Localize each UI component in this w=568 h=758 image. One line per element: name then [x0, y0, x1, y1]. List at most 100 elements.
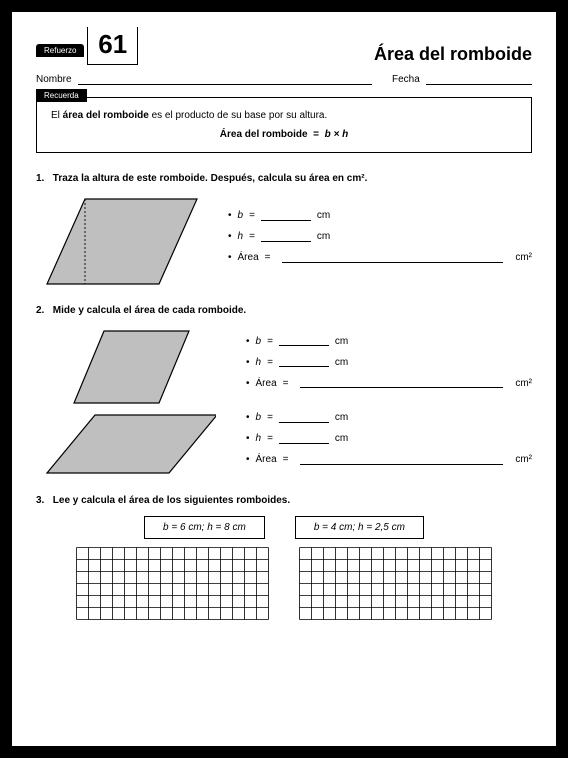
- worksheet-number: 61: [98, 29, 127, 59]
- q3-text: Lee y calcula el área de los siguientes …: [53, 495, 290, 506]
- area-label: Área: [256, 378, 277, 389]
- refuerzo-tab: Refuerzo: [36, 44, 84, 57]
- b-label: b: [256, 412, 262, 423]
- number-block: Refuerzo 61: [36, 27, 138, 65]
- unit-cm: cm: [317, 231, 330, 242]
- q2a-parallelogram: [73, 330, 190, 404]
- unit-cm: cm: [317, 210, 330, 221]
- q2-title: 2. Mide y calcula el área de cada romboi…: [36, 305, 532, 316]
- bullet-icon: •: [246, 357, 250, 368]
- unit-cm: cm: [335, 412, 348, 423]
- q2a-area-blank[interactable]: [300, 378, 503, 388]
- page-title: Área del romboide: [374, 44, 532, 65]
- eq: =: [267, 412, 273, 423]
- h-label: h: [256, 357, 262, 368]
- unit-cm2: cm²: [515, 454, 532, 465]
- question-3: 3. Lee y calcula el área de los siguient…: [36, 495, 532, 620]
- q2a-h-blank[interactable]: [279, 357, 329, 367]
- q3-title: 3. Lee y calcula el área de los siguient…: [36, 495, 532, 506]
- q2a-fields: • b = cm • h = cm • Área =: [246, 336, 532, 399]
- q2b-area-row: • Área = cm²: [246, 454, 532, 465]
- recuerda-pre: El: [51, 110, 63, 121]
- q3-box-b-text: b = 4 cm; h = 2,5 cm: [314, 522, 405, 533]
- q3-box-a-text: b = 6 cm; h = 8 cm: [163, 522, 246, 533]
- q1-b-blank[interactable]: [261, 211, 311, 221]
- formula-eq: =: [313, 129, 319, 140]
- area-label: Área: [256, 454, 277, 465]
- recuerda-tab: Recuerda: [36, 89, 87, 102]
- b-label: b: [256, 336, 262, 347]
- recuerda-box: Recuerda El área del romboide es el prod…: [36, 97, 532, 153]
- q2a-area-row: • Área = cm²: [246, 378, 532, 389]
- bullet-icon: •: [246, 336, 250, 347]
- bullet-icon: •: [246, 412, 250, 423]
- eq: =: [265, 252, 271, 263]
- bullet-icon: •: [246, 378, 250, 389]
- bullet-icon: •: [246, 454, 250, 465]
- eq: =: [249, 210, 255, 221]
- q2b-fields: • b = cm • h = cm • Área =: [246, 412, 532, 475]
- q1-row: • b = cm • h = cm • Área =: [36, 198, 532, 285]
- q2b-b-blank[interactable]: [279, 413, 329, 423]
- eq: =: [283, 378, 289, 389]
- name-label: Nombre: [36, 74, 72, 85]
- question-2: 2. Mide y calcula el área de cada romboi…: [36, 305, 532, 475]
- q3-num: 3.: [36, 495, 50, 506]
- q2b-h-blank[interactable]: [279, 434, 329, 444]
- unit-cm: cm: [335, 357, 348, 368]
- date-field: Fecha: [392, 73, 532, 85]
- q1-area-blank[interactable]: [282, 253, 503, 263]
- formula-label: Área del romboide: [220, 129, 308, 140]
- q2b-h-row: • h = cm: [246, 433, 532, 444]
- q2b-b-row: • b = cm: [246, 412, 532, 423]
- q1-num: 1.: [36, 173, 50, 184]
- eq: =: [267, 336, 273, 347]
- q2b-shape-wrap: [46, 414, 216, 474]
- eq: =: [249, 231, 255, 242]
- recuerda-text: El área del romboide es el producto de s…: [51, 110, 517, 121]
- recuerda-post: es el producto de su base por su altura.: [149, 110, 327, 121]
- eq: =: [283, 454, 289, 465]
- q1-h-row: • h = cm: [228, 231, 532, 242]
- q1-h-blank[interactable]: [261, 232, 311, 242]
- q3-box-b: b = 4 cm; h = 2,5 cm: [295, 516, 424, 539]
- b-label: b: [238, 210, 244, 221]
- q3-grid-a[interactable]: [76, 547, 269, 620]
- q2-row-a: • b = cm • h = cm • Área =: [36, 330, 532, 404]
- name-field: Nombre: [36, 73, 372, 85]
- eq: =: [267, 433, 273, 444]
- q3-box-a: b = 6 cm; h = 8 cm: [144, 516, 265, 539]
- q3-grid-b[interactable]: [299, 547, 492, 620]
- q3-boxes: b = 6 cm; h = 8 cm b = 4 cm; h = 2,5 cm: [36, 516, 532, 539]
- number-box: 61: [87, 27, 138, 65]
- bullet-icon: •: [246, 433, 250, 444]
- q2-text: Mide y calcula el área de cada romboide.: [53, 305, 246, 316]
- name-date-row: Nombre Fecha: [36, 73, 532, 85]
- date-label: Fecha: [392, 74, 420, 85]
- area-label: Área: [238, 252, 259, 263]
- q2a-b-blank[interactable]: [279, 336, 329, 346]
- recuerda-formula: Área del romboide = b × h: [51, 129, 517, 140]
- q2b-parallelogram: [46, 414, 216, 474]
- unit-cm: cm: [335, 433, 348, 444]
- question-1: 1. Traza la altura de este romboide. Des…: [36, 173, 532, 285]
- bullet-icon: •: [228, 252, 232, 263]
- q2-row-b: • b = cm • h = cm • Área =: [36, 412, 532, 475]
- q2-num: 2.: [36, 305, 50, 316]
- header: Refuerzo 61 Área del romboide: [36, 26, 532, 65]
- q2a-b-row: • b = cm: [246, 336, 532, 347]
- formula-expr: b × h: [325, 129, 349, 140]
- q3-grids: [36, 547, 532, 620]
- bullet-icon: •: [228, 210, 232, 221]
- q1-b-row: • b = cm: [228, 210, 532, 221]
- q1-text: Traza la altura de este romboide. Despué…: [53, 173, 368, 184]
- unit-cm: cm: [335, 336, 348, 347]
- name-blank[interactable]: [78, 73, 372, 85]
- date-blank[interactable]: [426, 73, 532, 85]
- q1-fields: • b = cm • h = cm • Área =: [228, 210, 532, 273]
- q2b-area-blank[interactable]: [300, 455, 503, 465]
- unit-cm2: cm²: [515, 252, 532, 263]
- q1-title: 1. Traza la altura de este romboide. Des…: [36, 173, 532, 184]
- unit-cm2: cm²: [515, 378, 532, 389]
- recuerda-bold: área del romboide: [63, 110, 149, 121]
